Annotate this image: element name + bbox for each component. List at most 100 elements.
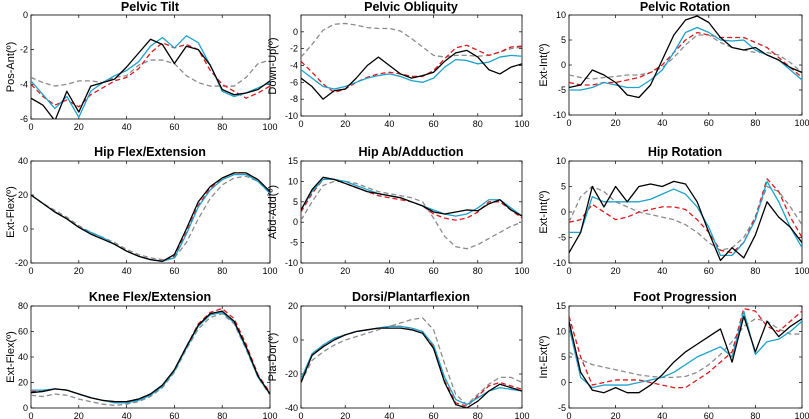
series-line-gray [569,185,802,251]
series-line-blue [301,54,522,90]
axes-frame [568,14,803,116]
x-tick-label: 80 [473,266,483,276]
series-line-blue [569,310,802,389]
x-tick-label: 20 [611,411,621,419]
series-line-gray [569,34,802,80]
y-tick-label: 10 [288,176,298,186]
y-tick-label: 5 [561,352,566,362]
x-tick-label: 100 [514,119,529,129]
y-axis-label: Down-Up(º) [267,37,279,94]
y-axis-label: Ext-Flex(º) [5,186,17,238]
series-line-blue [301,325,522,406]
y-tick-label: 5 [561,35,566,45]
series-line-black [301,176,522,217]
series-line-gray [301,22,522,58]
y-tick-label: 10 [556,10,566,20]
y-tick-label: 40 [18,156,28,166]
x-tick-label: 0 [28,122,33,132]
axes-frame [300,305,523,409]
series-line-gray [31,175,270,261]
x-tick-label: 80 [217,411,227,419]
panel-pelvic-rotation: Pelvic Rotation Ext-Int(º) 0 20 40 60 80 100-… [538,0,809,128]
series-line-red [569,178,802,254]
x-tick-label: 100 [794,118,809,128]
x-tick-label: 0 [298,266,303,276]
x-tick-label: 20 [340,266,350,276]
y-tick-label: -10 [285,111,298,121]
x-tick-label: 40 [657,411,667,419]
x-tick-label: 80 [217,122,227,132]
series-line-blue [31,173,270,262]
series-line-black [301,327,522,408]
y-tick-label: -20 [15,258,28,268]
panel-title: Pelvic Rotation [640,0,730,14]
axes-frame [30,14,271,120]
y-tick-label: -20 [285,369,298,379]
panel-title: Hip Ab/Adduction [358,145,463,159]
x-tick-label: 0 [28,411,33,419]
plot-area: 0 20 40 60 80 100 0 20 40 60 80 [18,301,278,419]
plot-area: 0 20 40 60 80 100 -10 -5 0 5 10 [553,10,809,128]
y-axis-label: Ext-Int(º) [538,43,550,86]
x-tick-label: 80 [750,411,760,419]
series-line-gray [301,180,522,250]
x-tick-label: 80 [750,266,760,276]
y-axis-label: Ext-Int(º) [538,190,550,233]
y-axis-label: Pla-Dor(º) [267,333,279,382]
series-line-red [569,31,802,86]
series-line-black [301,49,522,100]
y-tick-label: 40 [18,352,28,362]
panel-foot-progression: Foot Progression Int-Ext(º) 0 20 40 60 80 100… [538,290,809,419]
panel-pelvic-obliquity: Pelvic Obliquity Down-Up(º) 0 20 40 60 80 100… [267,0,530,129]
series-line-blue [31,311,270,404]
y-tick-label: -10 [553,258,566,268]
x-tick-label: 100 [514,411,529,419]
series-line-gray [569,318,802,379]
y-tick-label: 0 [23,224,28,234]
x-tick-label: 100 [794,411,809,419]
x-tick-label: 20 [74,411,84,419]
x-tick-label: 60 [704,411,714,419]
axes-frame [568,160,803,264]
y-axis-label: Abd-Add(º) [267,185,279,239]
plot-area: 0 20 40 60 80 100 -10 -5 0 5 10 [553,156,809,276]
panel-knee-flex-extension: Knee Flex/Extension Ext-Flex(º) 0 20 40 60 8… [5,290,278,419]
series-line-black [569,15,802,99]
series-line-blue [569,180,802,257]
y-tick-label: 5 [561,182,566,192]
x-tick-label: 60 [704,266,714,276]
y-tick-label: 20 [18,378,28,388]
series-line-black [569,315,802,394]
x-tick-label: 100 [794,266,809,276]
series-line-black [31,310,270,403]
x-tick-label: 20 [74,266,84,276]
y-tick-label: -5 [558,233,566,243]
x-tick-label: 40 [657,118,667,128]
x-tick-label: 60 [169,411,179,419]
y-axis-label: Int-Ext(º) [538,335,550,378]
series-line-gray [301,317,522,406]
series-line-blue [569,26,802,91]
x-tick-label: 20 [611,266,621,276]
x-tick-label: 80 [473,411,483,419]
x-tick-label: 0 [566,118,571,128]
y-tick-label: -6 [20,114,28,124]
y-tick-label: 80 [18,301,28,311]
y-tick-label: -8 [290,94,298,104]
y-tick-label: -5 [558,85,566,95]
y-tick-label: 5 [293,197,298,207]
y-tick-label: 0 [23,403,28,413]
x-tick-label: 20 [340,119,350,129]
x-tick-label: 100 [262,411,277,419]
panel-title: Pelvic Tilt [121,0,180,14]
x-tick-label: 40 [122,122,132,132]
y-tick-label: 10 [556,327,566,337]
x-tick-label: 0 [298,119,303,129]
y-tick-label: 20 [18,190,28,200]
x-tick-label: 100 [262,266,277,276]
panel-title: Pelvic Obliquity [364,0,458,14]
panel-hip-ab-adduction: Hip Ab/Adduction Abd-Add(º) 0 20 40 60 80 100… [267,145,530,276]
